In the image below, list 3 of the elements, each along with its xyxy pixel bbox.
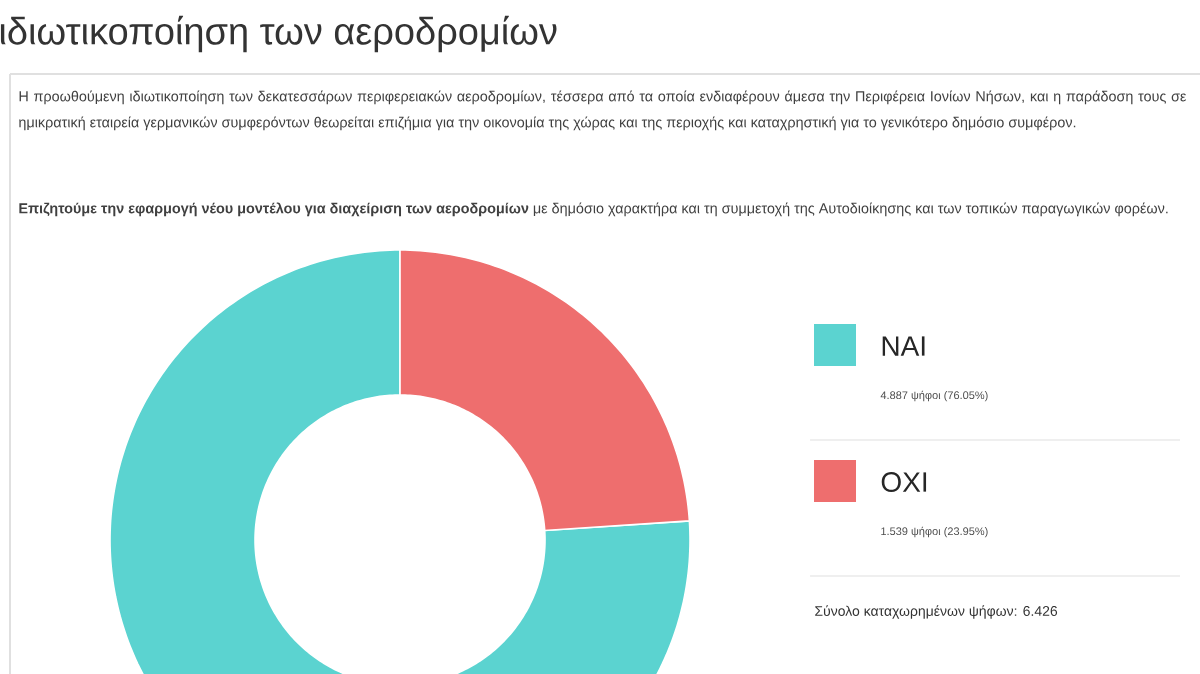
legend-label: NAI — [882, 336, 925, 356]
chart-title: ιδιωτικοποίηση των αεροδρομίων — [0, 15, 557, 53]
legend-label: OXI — [881, 472, 927, 492]
